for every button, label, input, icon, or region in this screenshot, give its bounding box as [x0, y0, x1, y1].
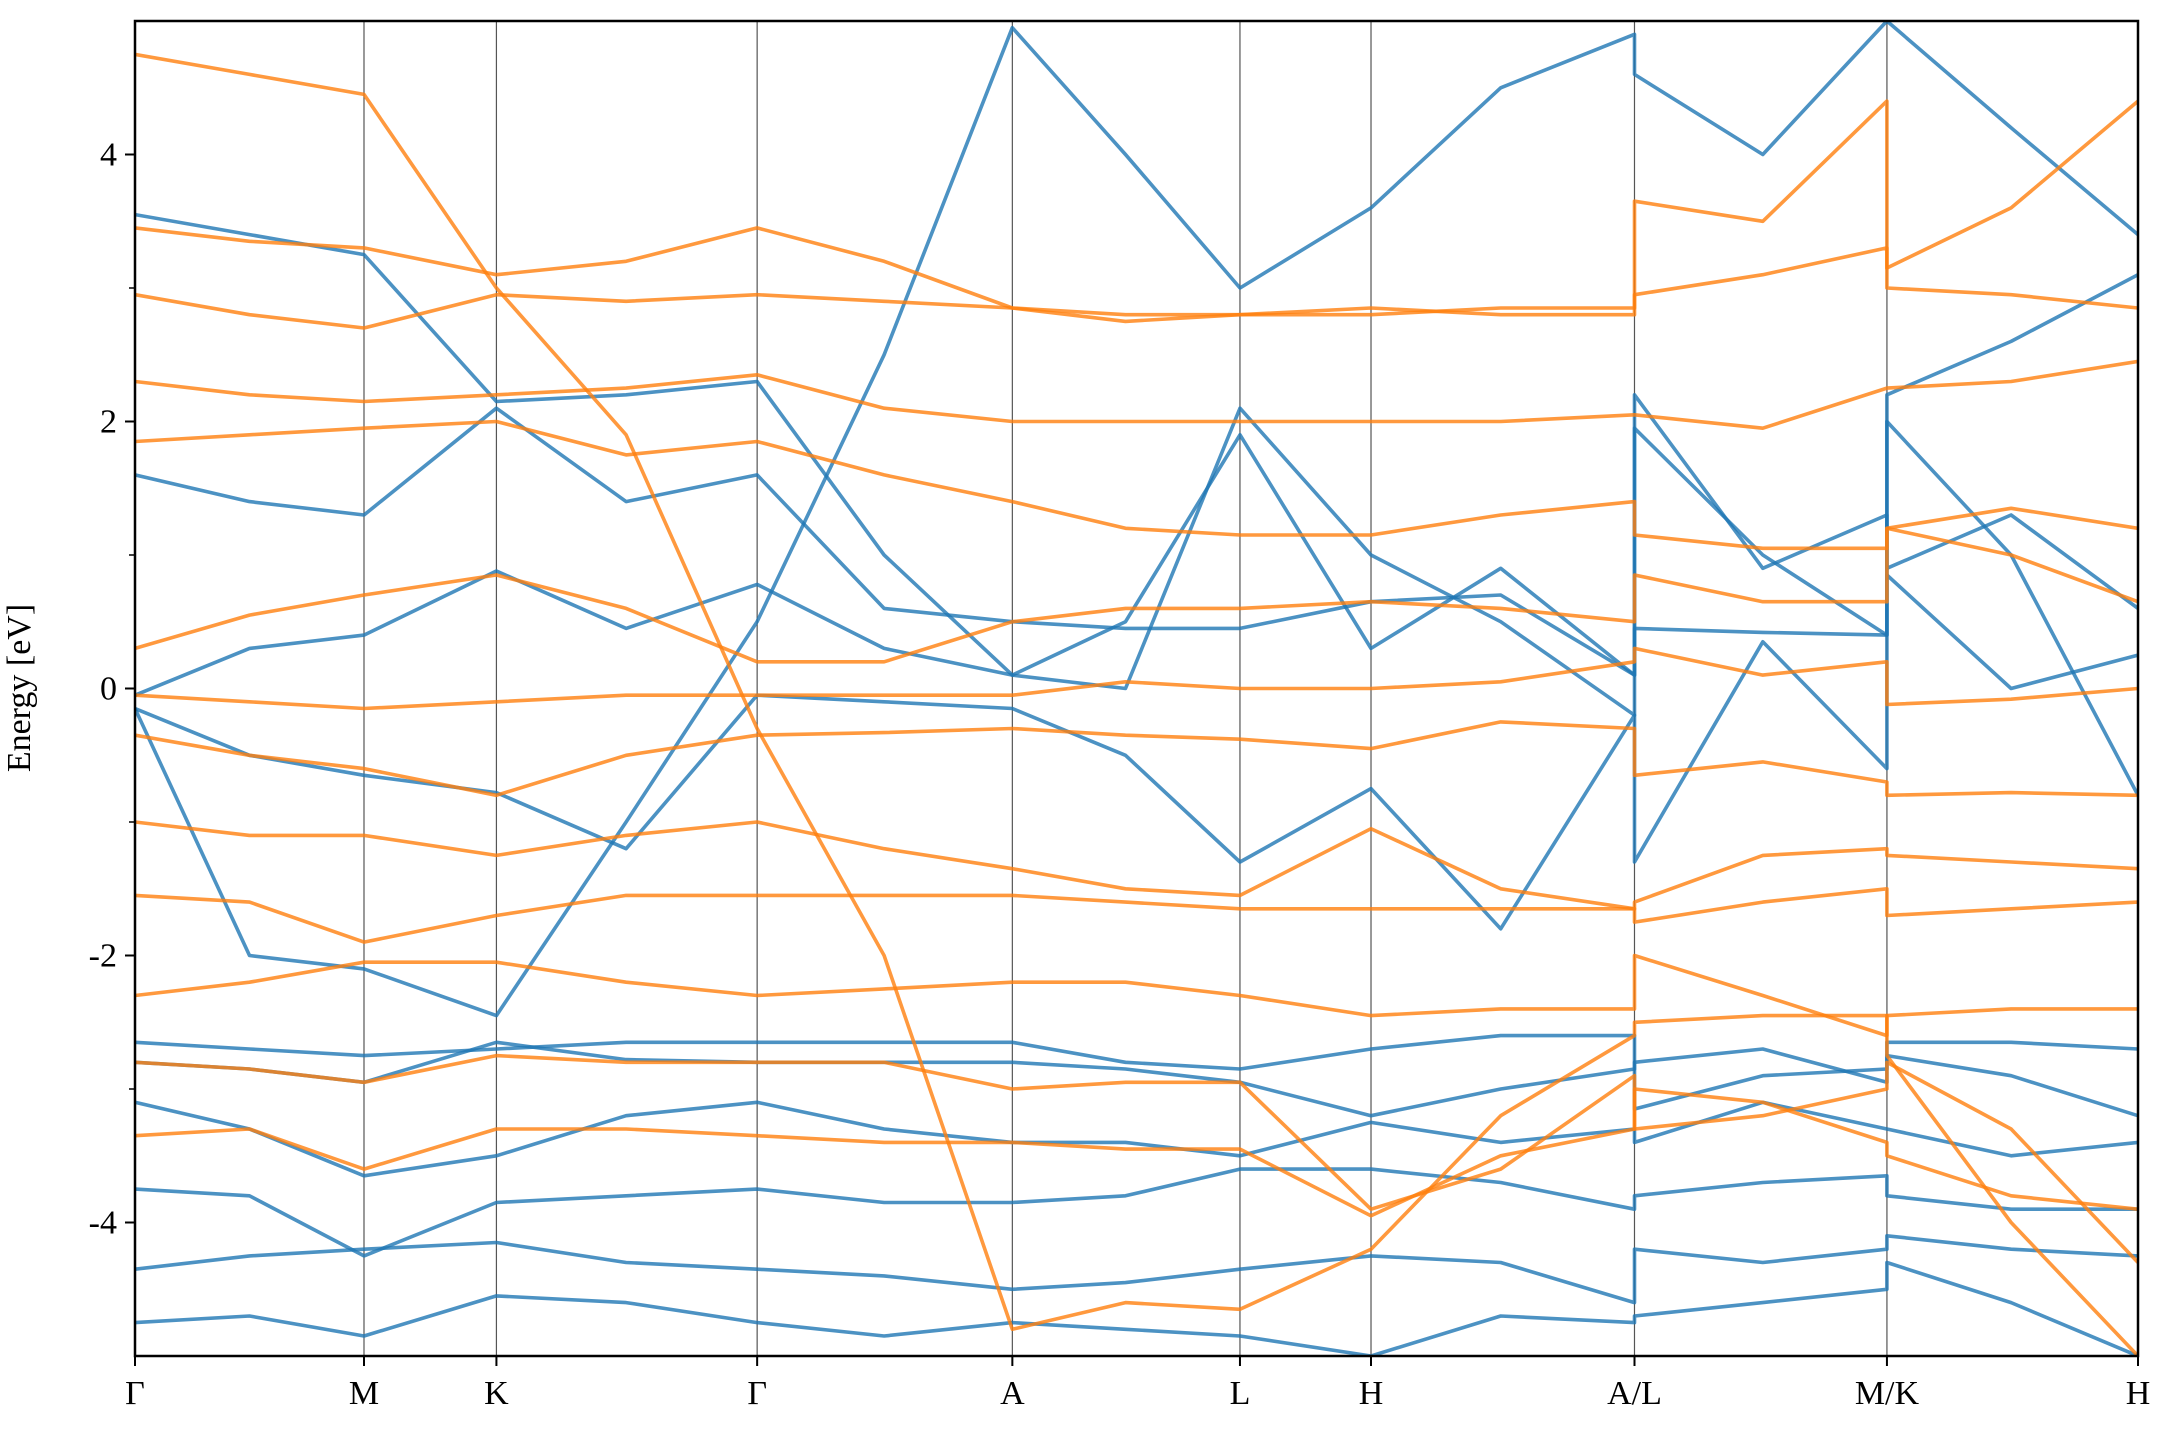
band — [135, 887, 2138, 944]
band — [135, 21, 2138, 1018]
band — [135, 1087, 2138, 1218]
band — [135, 526, 2138, 664]
x-tick-label: M/K — [1855, 1375, 1920, 1412]
y-axis-label: Energy [eV] — [1, 604, 38, 772]
grid-layer — [134, 21, 2139, 1356]
y-tick-label: 4 — [100, 137, 117, 174]
x-tick-label: H — [1359, 1375, 1384, 1412]
band — [135, 820, 2138, 911]
band — [135, 1234, 2138, 1305]
y-tick-label: -2 — [89, 938, 117, 975]
band — [135, 646, 2138, 711]
y-tick-label: -4 — [89, 1205, 117, 1242]
band — [135, 419, 2138, 931]
band — [135, 1100, 2138, 1178]
x-tick-label: H — [2126, 1375, 2151, 1412]
x-tick-label: K — [484, 1375, 509, 1412]
x-tick-label: L — [1230, 1375, 1251, 1412]
band — [135, 99, 2138, 317]
band — [135, 359, 2138, 430]
band — [135, 1167, 2138, 1258]
band — [135, 720, 2138, 798]
y-tick-label: 0 — [100, 671, 117, 708]
x-tick-label: A — [1000, 1375, 1025, 1412]
band — [135, 419, 2138, 551]
plot-frame — [133, 19, 2140, 1358]
band — [135, 1260, 2138, 1356]
band — [135, 393, 2138, 697]
band — [135, 1053, 2138, 1264]
x-tick-label: M — [349, 1375, 379, 1412]
axes-layer: Γ M K Γ A L H A/L M/K H -4 -2 0 2 4 — [89, 19, 2151, 1412]
x-tick-label: A/L — [1607, 1375, 1662, 1412]
bands-layer — [135, 21, 2138, 1356]
x-tick-label: Γ — [747, 1375, 767, 1412]
band — [135, 212, 2138, 717]
y-tick-label: 2 — [100, 404, 117, 441]
band — [135, 52, 2138, 1356]
x-tick-label: Γ — [125, 1375, 145, 1412]
